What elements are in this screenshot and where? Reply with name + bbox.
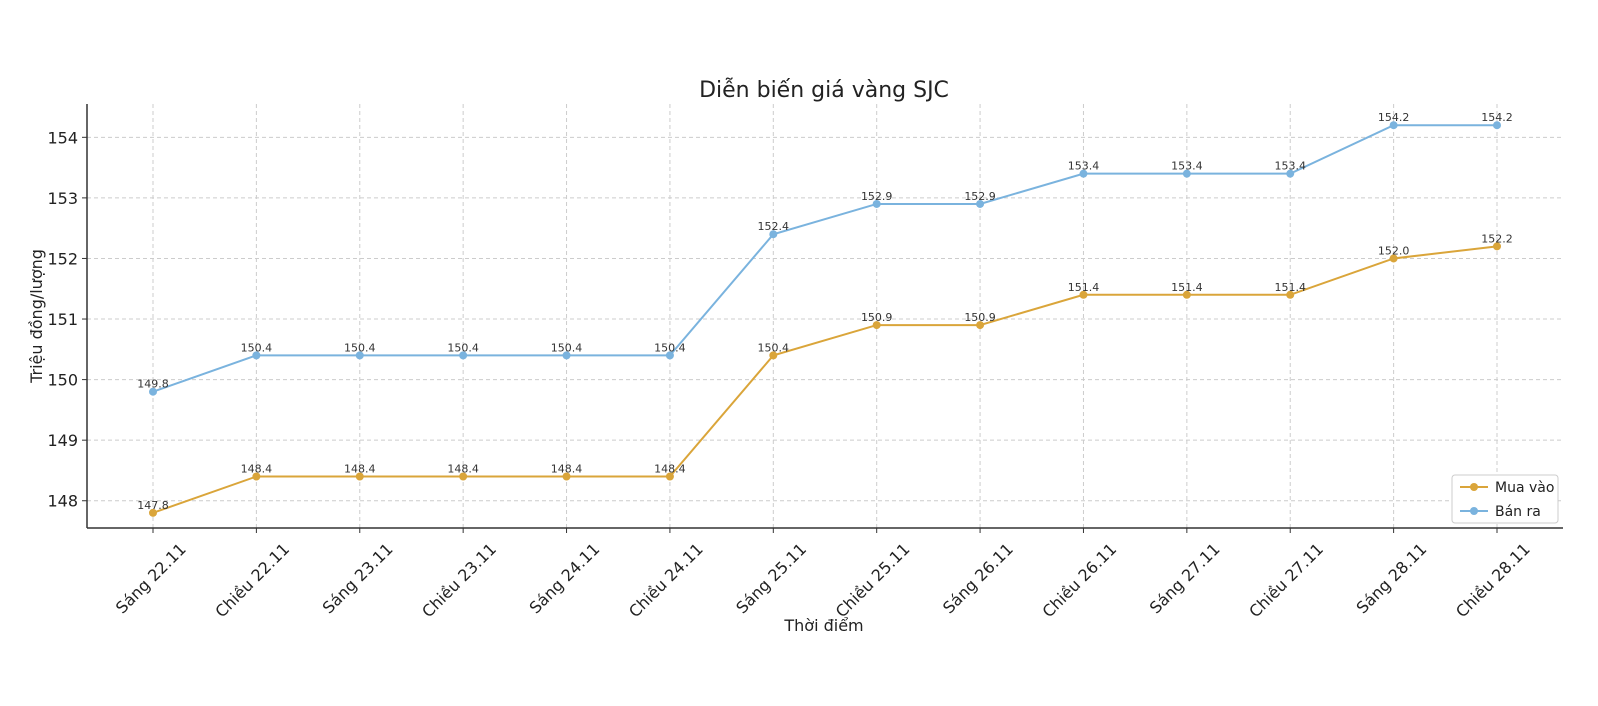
x-tick-label: Sáng 27.11 bbox=[1146, 539, 1224, 617]
x-tick-label: Chiều 28.11 bbox=[1452, 539, 1534, 621]
x-tick-label: Chiều 23.11 bbox=[418, 539, 500, 621]
data-point bbox=[1182, 169, 1191, 178]
data-label: 147.8 bbox=[137, 499, 169, 512]
data-label: 152.9 bbox=[861, 190, 893, 203]
data-point bbox=[149, 508, 157, 517]
y-tick-label: 149 bbox=[47, 431, 78, 450]
x-tick-label: Sáng 26.11 bbox=[939, 539, 1017, 617]
data-label: 154.2 bbox=[1378, 111, 1410, 124]
data-point bbox=[976, 321, 985, 330]
data-label: 151.4 bbox=[1171, 281, 1203, 294]
y-tick-label: 154 bbox=[47, 128, 78, 147]
data-label: 150.9 bbox=[964, 311, 996, 324]
data-point bbox=[355, 351, 364, 360]
legend-marker-ban-ra bbox=[1470, 507, 1478, 515]
data-label: 151.4 bbox=[1274, 281, 1306, 294]
data-label: 150.4 bbox=[551, 341, 583, 354]
data-point bbox=[1286, 290, 1295, 299]
data-point bbox=[665, 472, 674, 481]
x-tick-label: Sáng 25.11 bbox=[732, 539, 810, 617]
data-label: 150.9 bbox=[861, 311, 893, 324]
data-label: 152.9 bbox=[964, 190, 996, 203]
x-tick-label: Chiều 26.11 bbox=[1039, 539, 1121, 621]
data-point bbox=[1493, 121, 1501, 130]
data-label: 150.4 bbox=[241, 341, 273, 354]
data-label: 152.4 bbox=[758, 220, 790, 233]
data-label: 153.4 bbox=[1274, 160, 1306, 173]
legend-label-mua-vao: Mua vào bbox=[1495, 480, 1554, 496]
data-point bbox=[252, 351, 261, 360]
data-point bbox=[1493, 242, 1501, 251]
x-ticks: Sáng 22.11 Chiều 22.11 Sáng 23.11 Chiều 23.… bbox=[112, 528, 1534, 621]
data-point bbox=[769, 230, 778, 239]
data-point bbox=[872, 199, 881, 208]
data-point bbox=[1079, 290, 1088, 299]
series-line-0 bbox=[152, 245, 1498, 514]
data-label: 148.4 bbox=[241, 463, 273, 476]
data-point bbox=[665, 351, 674, 360]
data-point bbox=[976, 199, 985, 208]
y-tick-label: 150 bbox=[47, 371, 78, 390]
x-tick-label: Sáng 28.11 bbox=[1353, 539, 1431, 617]
data-label: 150.4 bbox=[758, 341, 790, 354]
chart-title: Diễn biến giá vàng SJC bbox=[699, 77, 949, 103]
data-label: 148.4 bbox=[551, 463, 583, 476]
y-tick-label: 152 bbox=[47, 249, 78, 268]
data-point bbox=[1286, 169, 1295, 178]
x-tick-label: Sáng 24.11 bbox=[525, 539, 603, 617]
data-point bbox=[252, 472, 261, 481]
data-label: 153.4 bbox=[1068, 160, 1100, 173]
legend-label-ban-ra: Bán ra bbox=[1495, 504, 1541, 520]
data-point bbox=[1389, 121, 1398, 130]
series-line-1 bbox=[152, 124, 1497, 393]
data-label: 148.4 bbox=[654, 463, 686, 476]
x-tick-label: Sáng 22.11 bbox=[112, 539, 190, 617]
data-point bbox=[1079, 169, 1088, 178]
data-label: 150.4 bbox=[344, 341, 376, 354]
y-tick-label: 151 bbox=[47, 310, 78, 329]
data-point bbox=[149, 387, 157, 396]
data-point bbox=[872, 321, 881, 330]
data-label: 148.4 bbox=[447, 463, 479, 476]
data-label: 152.0 bbox=[1378, 244, 1410, 257]
data-labels: 147.8 148.4 148.4 148.4 148.4 148.4 150.4 150.9… bbox=[137, 111, 1513, 512]
data-point bbox=[1182, 290, 1191, 299]
x-tick-label: Chiều 27.11 bbox=[1245, 539, 1327, 621]
x-tick-label: Chiều 24.11 bbox=[625, 539, 707, 621]
data-label: 150.4 bbox=[654, 341, 686, 354]
x-tick-label: Chiều 25.11 bbox=[832, 539, 914, 621]
data-label: 152.2 bbox=[1481, 232, 1513, 245]
data-point bbox=[459, 351, 468, 360]
data-point bbox=[355, 472, 364, 481]
data-point bbox=[1389, 254, 1398, 263]
x-axis-label: Thời điểm bbox=[783, 616, 863, 635]
data-label: 153.4 bbox=[1171, 160, 1203, 173]
x-tick-label: Sáng 23.11 bbox=[319, 539, 397, 617]
y-axis-label: Triệu đồng/lượng bbox=[27, 249, 46, 384]
data-point bbox=[459, 472, 468, 481]
legend-marker-mua-vao bbox=[1470, 483, 1478, 491]
data-label: 151.4 bbox=[1068, 281, 1100, 294]
data-label: 154.2 bbox=[1481, 111, 1513, 124]
y-tick-label: 153 bbox=[47, 189, 78, 208]
data-label: 148.4 bbox=[344, 463, 376, 476]
y-ticks: 148 149 150 151 152 153 154 bbox=[47, 128, 87, 511]
series bbox=[149, 121, 1501, 517]
data-point bbox=[769, 351, 778, 360]
data-label: 149.8 bbox=[137, 378, 169, 391]
legend: Mua vào Bán ra bbox=[1451, 474, 1559, 524]
x-tick-label: Chiều 22.11 bbox=[211, 539, 293, 621]
grid bbox=[87, 104, 1563, 528]
y-tick-label: 148 bbox=[47, 492, 78, 511]
data-point bbox=[562, 472, 571, 481]
data-point bbox=[562, 351, 571, 360]
data-label: 150.4 bbox=[447, 341, 479, 354]
